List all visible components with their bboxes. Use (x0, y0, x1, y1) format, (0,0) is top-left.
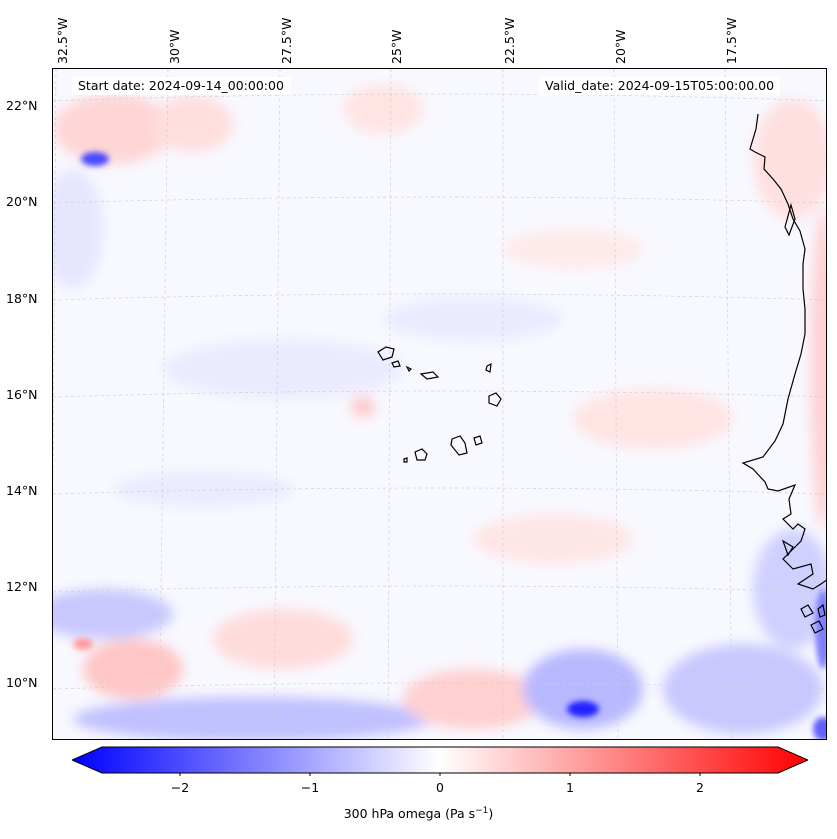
negative-omega-area (113, 471, 293, 507)
positive-omega-area (351, 397, 375, 417)
island-outline (391, 360, 401, 368)
negative-omega-core (813, 717, 826, 739)
lat-label-20n: 20°N (6, 194, 38, 209)
lat-label-10n: 10°N (6, 675, 38, 690)
negative-omega-area (663, 644, 823, 734)
start-date-label: Start date: 2024-09-14_00:00:00 (72, 77, 290, 95)
map-panel[interactable] (52, 68, 827, 740)
negative-omega-area (383, 297, 563, 341)
positive-omega-area (83, 639, 183, 699)
negative-omega-area (163, 339, 403, 399)
colorbar-gradient (72, 746, 808, 774)
graticule (53, 69, 826, 739)
coastline-island (817, 603, 826, 618)
positive-omega-area (473, 514, 633, 564)
valid-date-label: Valid_date: 2024-09-15T05:00:00.00 (539, 77, 781, 95)
lon-label-20w: 20°W (613, 29, 628, 64)
island-outline (405, 365, 413, 373)
island-outline (473, 435, 483, 446)
coastline-island (800, 604, 814, 618)
lon-label-32-5w: 32.5°W (55, 17, 70, 64)
colorbar-tick-label: 2 (696, 780, 704, 795)
colorbar-tick-label: 0 (436, 780, 444, 795)
colorbar-tick-label: 1 (566, 780, 574, 795)
colorbar-label: 300 hPa omega (Pa s−1) (0, 806, 837, 821)
omega-shading (53, 84, 826, 739)
positive-omega-core (73, 638, 93, 650)
coastline-island (781, 539, 794, 557)
coastline-island (784, 202, 796, 237)
positive-omega-area (573, 389, 733, 449)
colorbar-label-text: 300 hPa omega (Pa s (343, 806, 476, 822)
colorbar-label-suffix: ) (488, 806, 494, 822)
colorbar-ticks (179, 773, 701, 776)
positive-omega-area (343, 84, 423, 134)
negative-omega-area (53, 589, 173, 639)
negative-omega-area (523, 649, 643, 729)
lon-label-25w: 25°W (389, 29, 404, 64)
island-outline (419, 371, 440, 380)
island-outline (450, 435, 468, 456)
negative-omega-area (53, 169, 103, 289)
lat-label-22n: 22°N (6, 98, 38, 113)
negative-omega-area (73, 697, 433, 739)
island-outline (414, 448, 428, 461)
positive-omega-area (153, 96, 233, 152)
negative-omega-core (567, 701, 599, 717)
positive-omega-area (213, 609, 353, 669)
positive-omega-area (753, 99, 826, 219)
coastline-island (810, 620, 824, 634)
positive-omega-area (811, 209, 826, 529)
positive-omega-area (53, 94, 173, 164)
positive-omega-area (503, 229, 643, 269)
negative-omega-area (753, 529, 826, 649)
lat-label-18n: 18°N (6, 291, 38, 306)
negative-omega-core (81, 152, 109, 166)
cape-verde-islands (377, 346, 502, 463)
lon-label-27-5w: 27.5°W (279, 17, 294, 64)
colorbar (72, 746, 808, 776)
positive-omega-area (403, 669, 543, 729)
coastline-path (741, 113, 826, 590)
island-outline (488, 392, 502, 407)
lon-label-22-5w: 22.5°W (502, 17, 517, 64)
lon-label-30w: 30°W (167, 29, 182, 64)
coastline-africa (741, 113, 826, 634)
lat-label-12n: 12°N (6, 579, 38, 594)
colorbar-tick-label: −1 (300, 780, 320, 795)
lon-label-17-5w: 17.5°W (724, 17, 739, 64)
island-outline (403, 457, 408, 463)
lat-label-14n: 14°N (6, 483, 38, 498)
lat-label-16n: 16°N (6, 387, 38, 402)
island-outline (377, 346, 395, 361)
omega-field-map (53, 69, 826, 739)
island-outline (485, 362, 492, 373)
colorbar-tick-label: −2 (170, 780, 190, 795)
colorbar-label-exponent: −1 (475, 806, 489, 816)
